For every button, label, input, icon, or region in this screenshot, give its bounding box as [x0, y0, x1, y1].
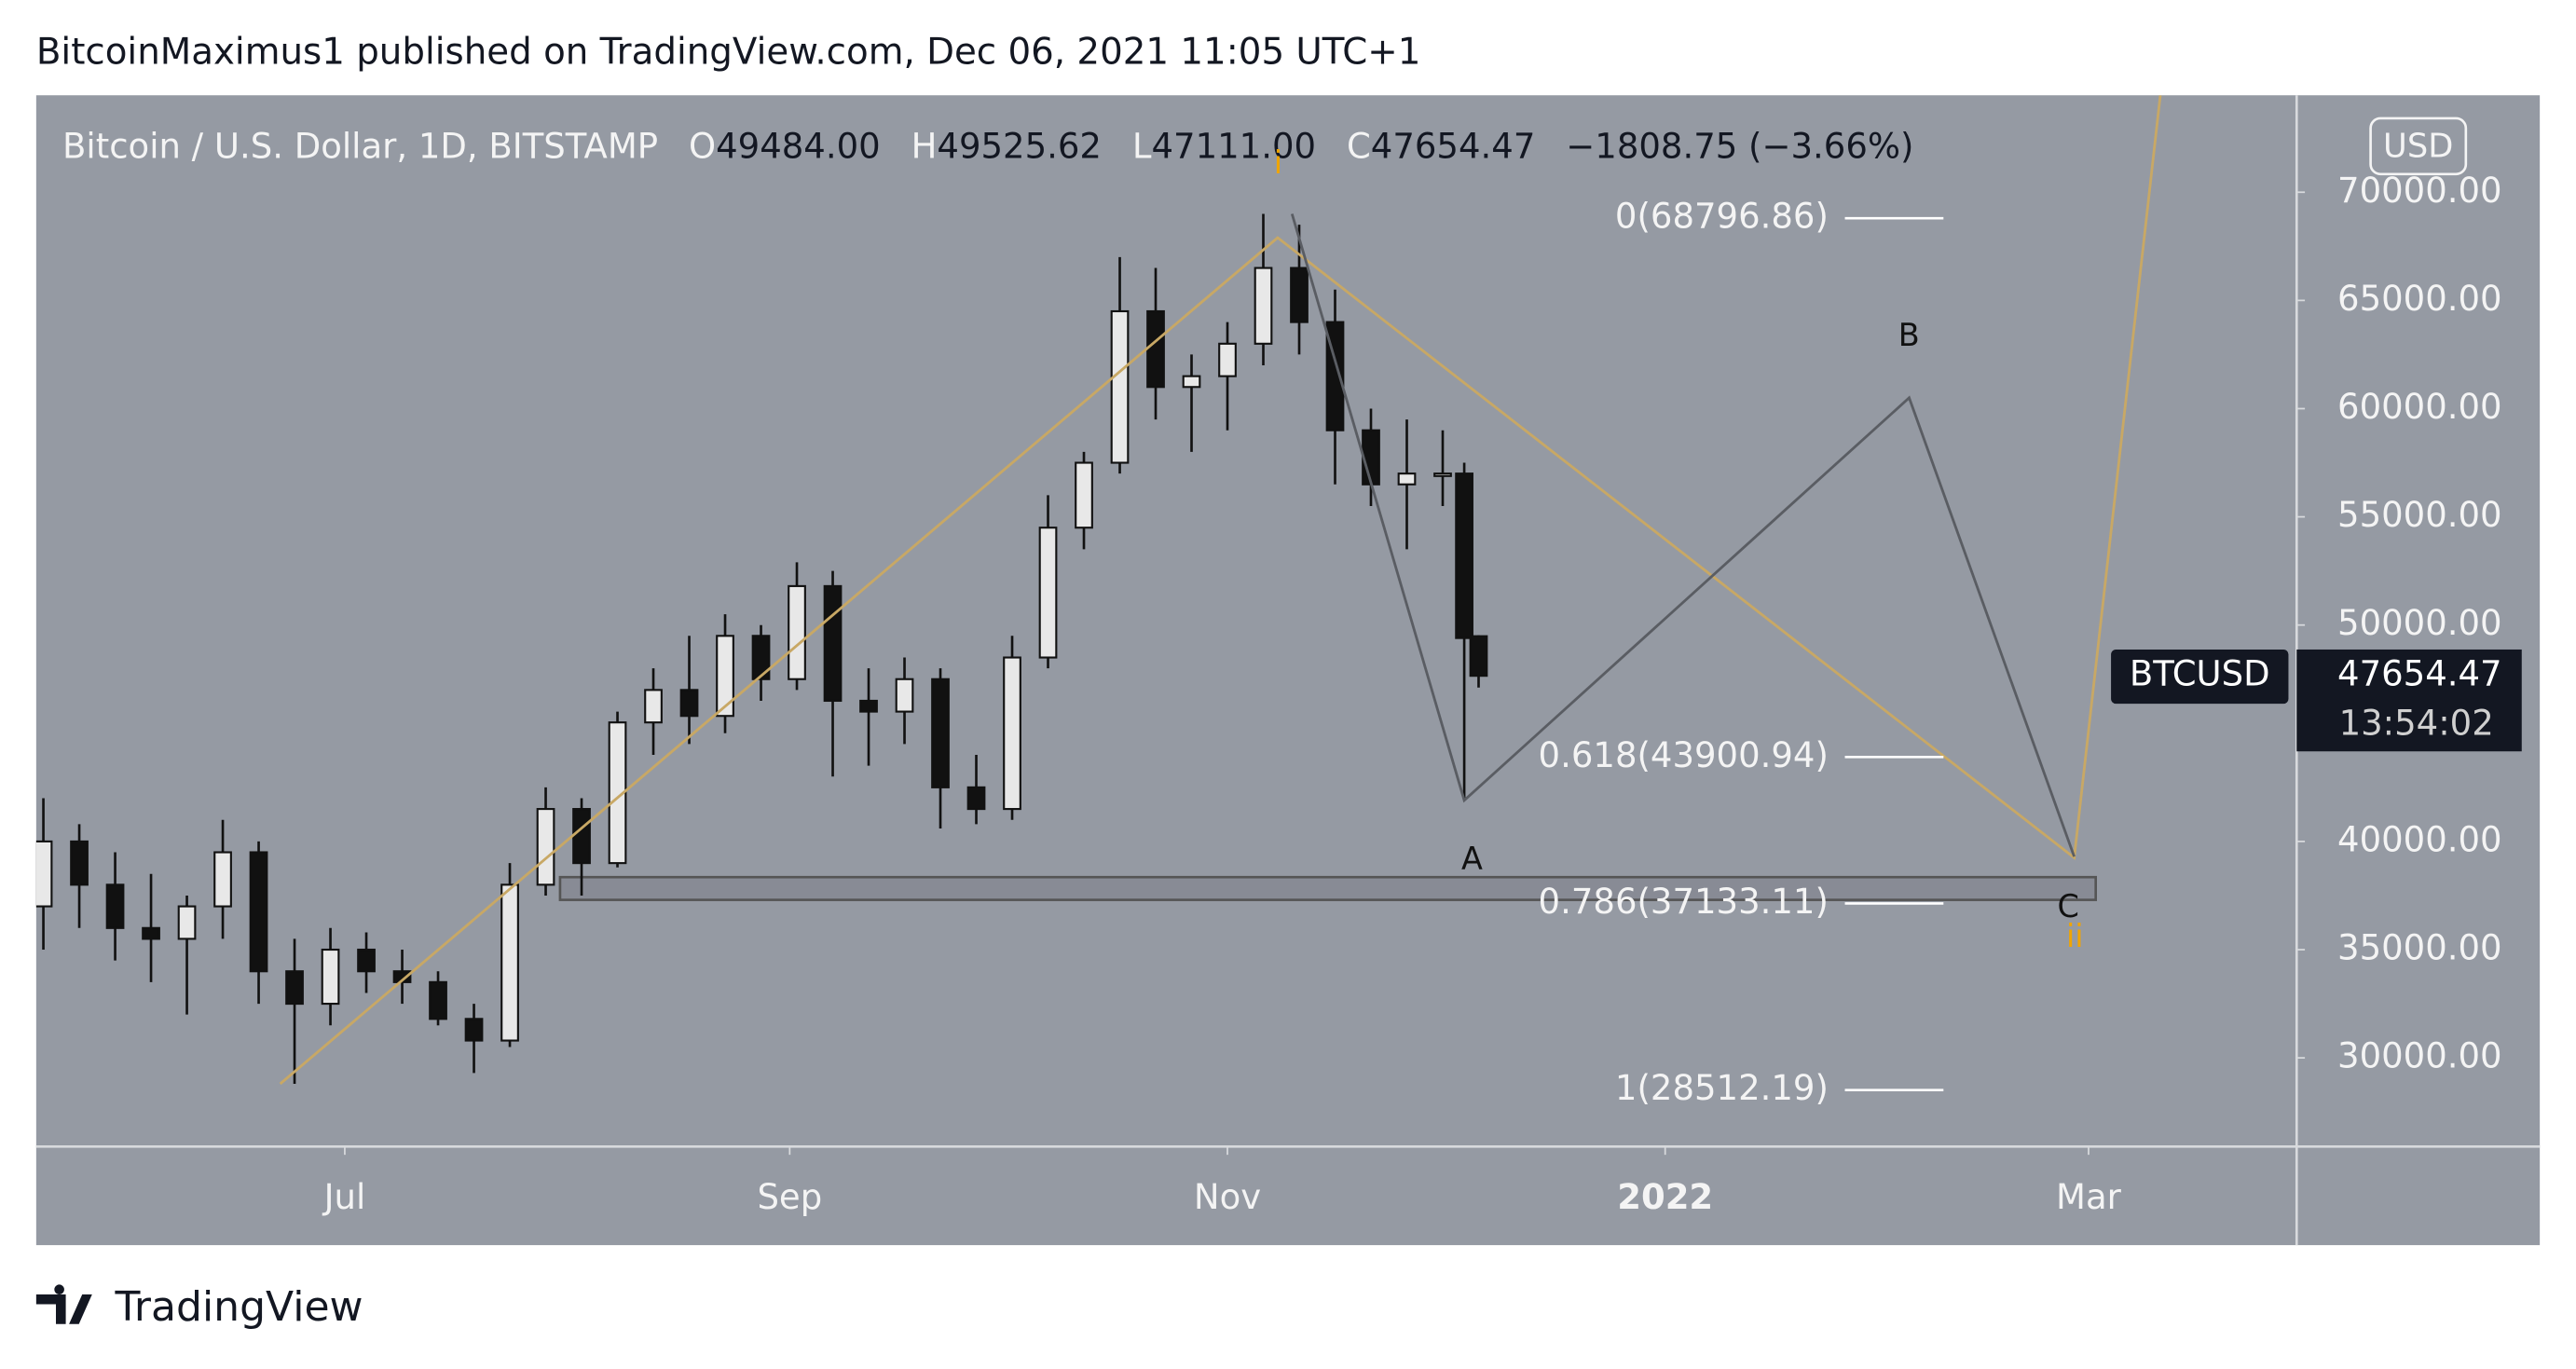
- y-tick-label: 65000.00: [2337, 279, 2502, 319]
- candle-body: [966, 786, 986, 811]
- candle-body: [788, 584, 806, 680]
- legend: Bitcoin / U.S. Dollar, 1D, BITSTAMP O494…: [62, 126, 1913, 166]
- plot: [35, 95, 2162, 1086]
- candle-body: [931, 678, 950, 788]
- candle-body: [716, 635, 734, 718]
- wave-label: C: [2058, 888, 2079, 924]
- candle-body: [429, 980, 447, 1020]
- candle-body: [1469, 635, 1488, 678]
- candle-body: [859, 699, 878, 713]
- wave-line: [279, 95, 2162, 1086]
- candle-body: [1075, 461, 1093, 529]
- wave-label: ii: [2066, 918, 2084, 954]
- logo: TradingView: [35, 1283, 363, 1331]
- currency-button[interactable]: [2369, 116, 2468, 176]
- ohlc-key: O: [689, 126, 716, 166]
- y-tick-label: 55000.00: [2337, 495, 2502, 535]
- symbol-tag: [2111, 649, 2289, 705]
- wave-label: A: [1461, 841, 1483, 877]
- candle-body: [1218, 342, 1237, 377]
- y-tick-label: 60000.00: [2337, 387, 2502, 427]
- change: −1808.75 (−3.66%): [1566, 126, 1913, 166]
- x-tick-label: Sep: [757, 1177, 822, 1217]
- candle-body: [679, 689, 699, 718]
- ohlc-value: 49525.62: [937, 126, 1102, 166]
- candle-body: [464, 1018, 484, 1042]
- candle-body: [213, 851, 232, 908]
- fib-label: 0.786(37133.11): [1539, 882, 1829, 922]
- candle-body: [1110, 309, 1130, 464]
- candle-body: [321, 948, 340, 1006]
- ohlc-value: 49484.00: [716, 126, 881, 166]
- x-tick-label: Mar: [2056, 1177, 2122, 1217]
- y-tick-label: 30000.00: [2337, 1036, 2502, 1076]
- candle-body: [644, 689, 663, 724]
- ohlc-value: 47654.47: [1371, 126, 1536, 166]
- candle-body: [1038, 527, 1058, 659]
- candle-body: [751, 635, 771, 680]
- candle-body: [177, 905, 197, 940]
- wave-label: B: [1898, 317, 1920, 353]
- candle-body: [895, 678, 914, 713]
- publish-info: BitcoinMaximus1 published on TradingView…: [36, 32, 1421, 74]
- ohlc-key: L: [1132, 126, 1152, 166]
- candle-body: [105, 883, 125, 929]
- candle-body: [1397, 472, 1417, 486]
- candle-body: [285, 970, 304, 1006]
- candle-body: [572, 808, 591, 865]
- candle-body: [1254, 267, 1273, 345]
- candle-body: [35, 840, 53, 908]
- fib-label: 0.618(43900.94): [1539, 735, 1829, 775]
- currency[interactable]: USD: [2383, 128, 2453, 166]
- symbol: Bitcoin / U.S. Dollar, 1D, BITSTAMP: [62, 126, 658, 166]
- candle-body: [1290, 267, 1309, 323]
- y-tick-label: 35000.00: [2337, 928, 2502, 968]
- x-tick-label: 2022: [1617, 1177, 1713, 1217]
- ohlc-value: 47111.00: [1152, 126, 1317, 166]
- y-tick-label: 40000.00: [2337, 819, 2502, 859]
- candle-body: [357, 948, 376, 973]
- x-tick-label: Nov: [1194, 1177, 1261, 1217]
- candle-body: [1433, 472, 1452, 477]
- candle-body: [536, 808, 555, 886]
- price-tag-label: 47654.47: [2337, 654, 2502, 694]
- wave-label: i: [1274, 144, 1282, 181]
- ohlc-key: C: [1347, 126, 1371, 166]
- candle-body: [70, 840, 89, 886]
- candle-body: [823, 584, 843, 703]
- candle-body: [1182, 375, 1201, 389]
- candle-body: [142, 926, 160, 940]
- x-tick-label: Jul: [322, 1177, 366, 1217]
- countdown: 13:54:02: [2339, 704, 2494, 744]
- wave-line: [1290, 213, 2076, 857]
- candle-body: [500, 883, 519, 1042]
- candle-body: [1003, 656, 1021, 811]
- ohlc-key: H: [911, 126, 938, 166]
- candle-body: [249, 851, 268, 973]
- price-tag: [2296, 649, 2522, 752]
- candle-body: [608, 721, 627, 865]
- candle-body: [1146, 309, 1165, 389]
- y-tick-label: 70000.00: [2337, 171, 2502, 211]
- fib-label: 0(68796.86): [1615, 197, 1829, 237]
- candle-body: [1455, 472, 1473, 639]
- y-tick-label: 50000.00: [2337, 603, 2502, 643]
- support-zone: [558, 875, 2098, 901]
- brand: TradingView: [114, 1283, 363, 1331]
- fib-label: 1(28512.19): [1615, 1068, 1829, 1108]
- candle-body: [392, 970, 412, 983]
- candle-body: [1362, 429, 1380, 486]
- logo-icon: [35, 1284, 92, 1324]
- symbol-tag-label: BTCUSD: [2130, 654, 2270, 694]
